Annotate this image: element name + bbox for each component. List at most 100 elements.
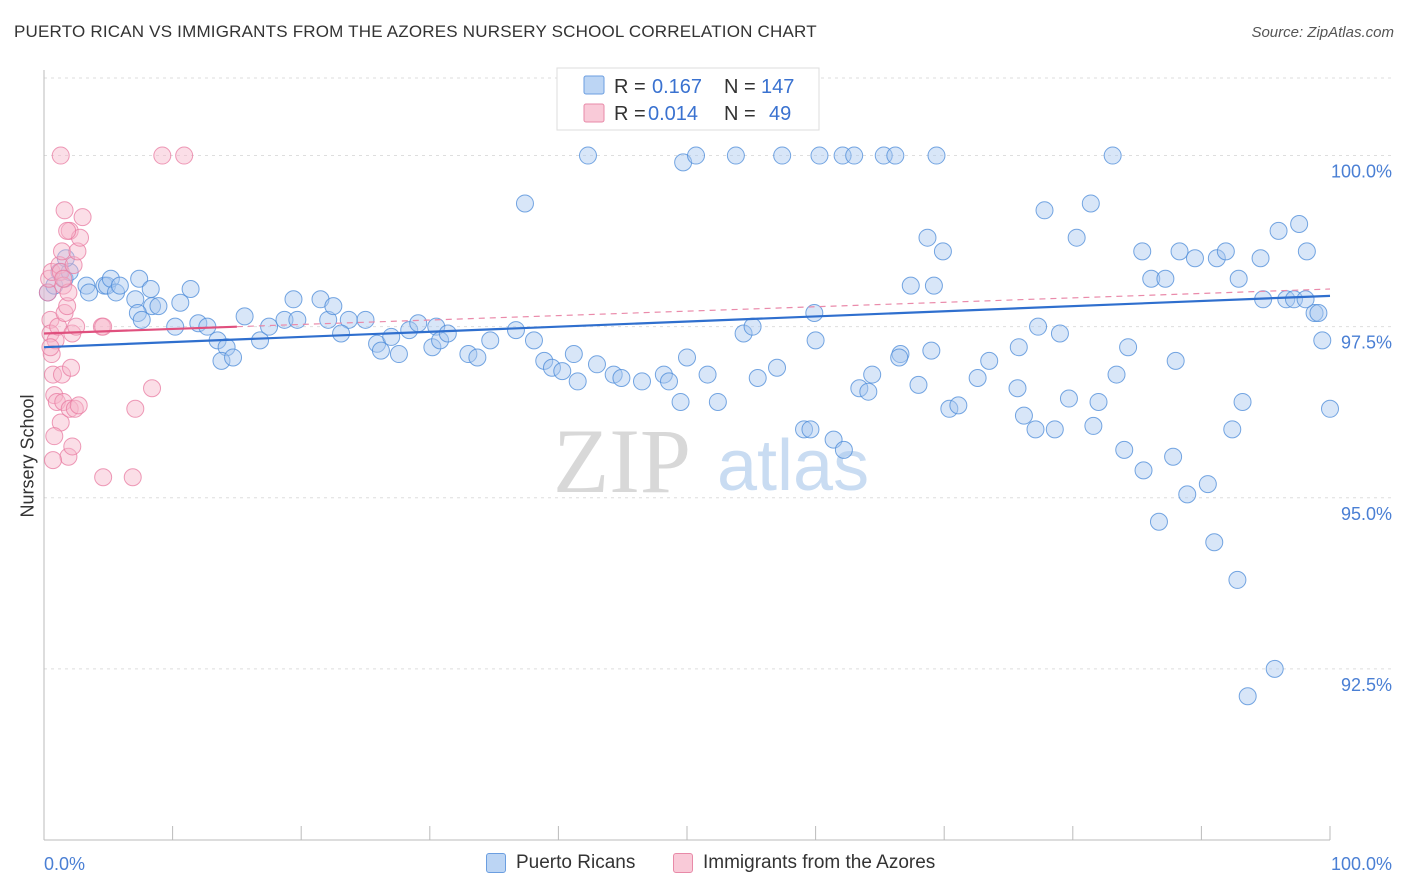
data-point [50,256,69,275]
data-point [659,372,678,391]
watermark-zip: ZIP [553,410,691,512]
data-point [1008,379,1027,398]
data-point [123,468,142,487]
data-point [1107,365,1126,384]
trend-line-azores [43,325,237,335]
data-point [542,358,561,377]
data-point [1164,447,1183,466]
watermark-atlas: atlas [717,426,869,506]
data-point [515,194,534,213]
data-point [1059,389,1078,408]
data-point [42,345,61,364]
data-point [69,396,88,415]
data-point [217,338,236,357]
data-point [845,146,864,165]
data-point [60,399,79,418]
data-point [1035,201,1054,220]
data-point [1119,338,1138,357]
data-point [1265,659,1284,678]
axes [43,70,1331,841]
data-point [506,321,525,340]
data-point [224,348,243,367]
data-point [1305,303,1324,322]
bottom-legend: Puerto Ricans Immigrants from the Azores [0,852,1406,878]
legend-swatch-blue [486,853,506,873]
data-point [94,468,113,487]
trend-line-puerto-ricans [43,294,1331,349]
data-point [288,310,307,329]
data-point [1233,392,1252,411]
data-point [1115,440,1134,459]
data-point [132,310,151,329]
data-point [1067,228,1086,247]
data-point [400,321,419,340]
legend-item-puerto-ricans[interactable]: Puerto Ricans [486,852,635,874]
data-point [332,324,351,343]
data-point [1142,269,1161,288]
data-point [64,256,83,275]
data-point [687,146,706,165]
data-point [1089,392,1108,411]
data-point [181,280,200,299]
data-point [773,146,792,165]
y-tick-label: 95.0% [1341,504,1392,524]
data-point [42,262,61,281]
data-point [968,369,987,387]
data-point [1026,420,1045,439]
data-point [768,358,787,377]
data-point [587,355,606,374]
data-point [55,201,74,220]
data-point [59,447,78,466]
data-point [918,228,937,247]
source-credit: Source: ZipAtlas.com [1251,24,1394,41]
stats-n-value-2: 49 [769,103,791,125]
tick-labels: 100.0% 97.5% 95.0% 92.5% 0.0% 100.0% [44,162,1392,874]
data-point [235,307,254,326]
data-point [1170,242,1189,261]
data-point [743,317,762,336]
data-point [1009,338,1028,357]
data-point [801,420,820,439]
watermark: ZIP atlas [553,410,869,512]
stats-legend: R = 0.167 N = 147 R = 0.014 N = 49 [556,67,820,131]
data-point [389,345,408,364]
data-point [324,297,343,316]
data-point [909,375,928,394]
legend-item-azores[interactable]: Immigrants from the Azores [673,852,935,874]
data-point [810,146,829,165]
stats-r-value-2: 0.014 [648,103,698,125]
data-point [319,310,338,329]
data-point [890,348,909,367]
data-point [44,365,63,384]
data-point [933,242,952,261]
data-point [671,392,690,411]
data-point [73,208,92,227]
data-point [1081,194,1100,213]
data-point [859,382,878,401]
x-tick-label-min: 0.0% [44,854,85,874]
data-point [524,331,543,350]
data-point [922,341,941,360]
data-point [67,317,86,336]
y-tick-label: 97.5% [1341,333,1392,353]
series-azores [38,146,194,487]
data-point [481,331,500,350]
data-point [1050,324,1069,343]
data-point [251,331,270,350]
data-point [371,341,390,360]
data-point [51,146,70,165]
data-point [143,379,162,398]
data-point [850,379,869,398]
data-point [80,283,99,302]
grid-lines [44,77,1395,670]
data-point [949,396,968,415]
data-point [1185,249,1204,268]
data-point [1309,303,1328,322]
data-point [568,372,587,391]
trend-line-azores-extension [236,288,1331,328]
data-point [459,345,478,364]
data-point [927,146,946,165]
data-point [1014,406,1033,425]
data-point [356,310,375,329]
